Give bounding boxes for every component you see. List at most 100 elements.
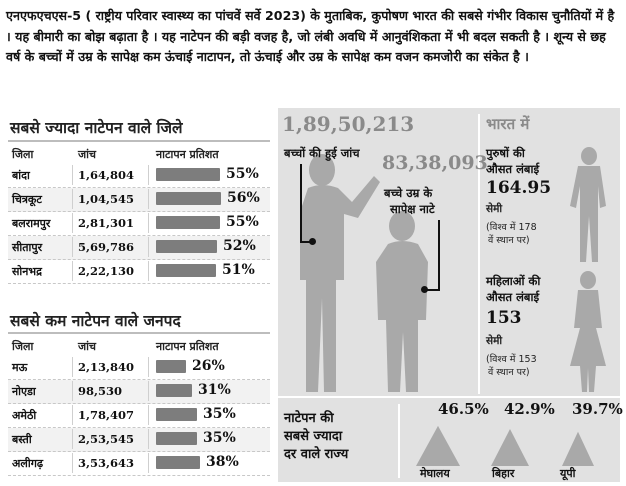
stunting-bar (156, 264, 216, 277)
divider (8, 140, 270, 142)
district-name: मऊ (12, 361, 28, 374)
pointer-line (438, 220, 440, 290)
district-name: बलरामपुर (12, 217, 51, 230)
district-name: सीतापुर (12, 241, 43, 254)
men-height-unit: सेमी (486, 203, 503, 215)
divider (72, 357, 73, 377)
states-title: सबसे ज्यादा (284, 429, 343, 444)
state-triangle (491, 428, 529, 466)
stunting-bar (156, 192, 221, 205)
women-rank: वें स्थान पर) (488, 367, 530, 378)
district-name: सोनभद्र (12, 265, 42, 278)
state-name: यूपी (560, 467, 576, 480)
district-name: अमेठी (12, 409, 37, 422)
stunting-bar (156, 216, 220, 229)
divider (278, 396, 620, 398)
divider (148, 237, 149, 257)
divider (72, 261, 73, 281)
stunting-percent: 51% (222, 262, 255, 278)
men-rank: (विश्व में 178 (486, 222, 537, 233)
district-name: चित्रकूट (12, 193, 42, 206)
district-name: बस्ती (12, 433, 32, 446)
states-triangles (416, 425, 594, 466)
short-child-silhouette-icon (376, 211, 428, 392)
divider (478, 114, 480, 394)
stunting-percent: 52% (223, 238, 256, 254)
women-height-label: महिलाओं की (486, 274, 541, 288)
divider (72, 405, 73, 425)
divider (398, 404, 400, 478)
col-header-tested: जांच (78, 340, 96, 353)
state-triangle (416, 425, 460, 466)
stunting-bar (156, 360, 186, 373)
table-row: बलरामपुर 2,81,301 55% (8, 212, 270, 236)
state-percent: 42.9% (504, 400, 555, 418)
stunting-bar (156, 384, 192, 397)
stunted-children-count: 83,38,093 (382, 152, 488, 174)
divider (148, 261, 149, 281)
pointer-dot (309, 238, 316, 245)
col-header-district: जिला (12, 340, 34, 353)
stunted-children-label: सापेक्ष नाटे (390, 202, 435, 216)
divider (72, 165, 73, 185)
table-row: सीतापुर 5,69,786 52% (8, 236, 270, 260)
tested-children-label: बच्चों की हुई जांच (284, 146, 360, 160)
stunting-bar (156, 432, 197, 445)
infographic-panel: 1,89,50,213 बच्चों की हुई जांच 83,38,093… (278, 108, 623, 482)
states-title: दर वाले राज्य (284, 447, 349, 462)
tested-count: 1,78,407 (78, 408, 135, 422)
table-row: नोएडा 98,530 31% (8, 380, 270, 404)
tested-count: 2,22,130 (78, 264, 135, 278)
india-title: भारत में (486, 115, 530, 133)
tested-count: 2,13,840 (78, 360, 135, 374)
intro-paragraph: एनएफएचएस-5 ( राष्ट्रीय परिवार स्वास्थ्य … (6, 8, 615, 64)
table-row: अमेठी 1,78,407 35% (8, 404, 270, 428)
stunting-bar (156, 408, 197, 421)
col-header-percent: नाटापन प्रतिशत (156, 340, 219, 353)
man-silhouette-icon (570, 147, 606, 262)
least-stunted-title: सबसे कम नाटेपन वाले जनपद (10, 312, 181, 330)
district-name: बांदा (12, 169, 30, 182)
tested-count: 1,64,804 (78, 168, 135, 182)
table-row: बांदा 1,64,804 55% (8, 164, 270, 188)
divider (148, 165, 149, 185)
divider (148, 213, 149, 233)
stunting-percent: 55% (226, 166, 259, 182)
pointer-line (424, 289, 440, 291)
men-height-label: औसत लंबाई (486, 162, 540, 176)
most-stunted-title: सबसे ज्यादा नाटेपन वाले जिले (10, 119, 183, 137)
tested-count: 1,04,545 (78, 192, 135, 206)
state-percent: 39.7% (572, 400, 623, 418)
state-name: मेघालय (420, 467, 450, 480)
divider (148, 453, 149, 473)
pointer-dot (421, 286, 428, 293)
divider (72, 189, 73, 209)
men-height-value: 164.95 (486, 178, 552, 198)
tested-count: 3,53,643 (78, 456, 135, 470)
stunting-percent: 31% (198, 382, 231, 398)
col-header-district: जिला (12, 148, 34, 161)
stunting-percent: 38% (206, 454, 239, 470)
women-height-label: औसत लंबाई (486, 290, 540, 304)
stunting-bar (156, 168, 220, 181)
divider (72, 213, 73, 233)
stunted-children-label: बच्चे उम्र के (384, 186, 433, 200)
state-name: बिहार (492, 467, 515, 480)
stunting-percent: 55% (226, 214, 259, 230)
divider (72, 237, 73, 257)
pointer-line (300, 164, 302, 242)
women-height-unit: सेमी (486, 335, 503, 347)
stunting-percent: 56% (227, 190, 260, 206)
tall-child-silhouette-icon (300, 154, 380, 392)
stunting-percent: 35% (203, 430, 236, 446)
divider (72, 381, 73, 401)
table-row: बस्ती 2,53,545 35% (8, 428, 270, 452)
divider (148, 429, 149, 449)
woman-silhouette-icon (570, 271, 606, 392)
divider (148, 189, 149, 209)
stunting-percent: 35% (203, 406, 236, 422)
tested-count: 2,53,545 (78, 432, 135, 446)
pointer-line (300, 241, 312, 243)
men-rank: वें स्थान पर) (488, 235, 530, 246)
state-triangle (562, 431, 594, 466)
